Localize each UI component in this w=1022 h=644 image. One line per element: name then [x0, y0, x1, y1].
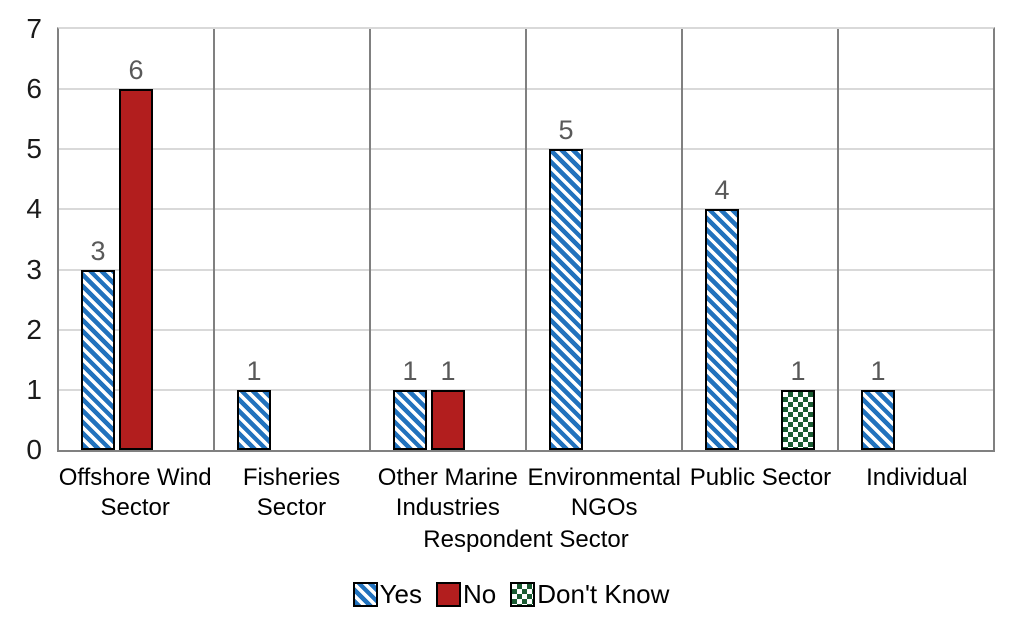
bar-slot-yes: 3 — [81, 29, 115, 450]
category-label: Fisheries Sector — [242, 464, 341, 521]
legend-swatch-no-icon — [436, 581, 461, 607]
y-tick-label: 7 — [26, 13, 42, 44]
category-label: Offshore Wind Sector — [58, 464, 212, 521]
bar-value-label: 1 — [402, 355, 418, 386]
bar-yes — [393, 389, 427, 450]
bar-value-label: 1 — [870, 355, 886, 386]
category-fisheries-sector: 1 — [215, 29, 371, 450]
category-label: Public Sector — [689, 464, 832, 491]
legend-label-no: No — [463, 579, 497, 609]
bar-yes — [861, 389, 895, 450]
legend-item-yes: Yes — [352, 579, 422, 609]
y-tick-label: 1 — [26, 373, 42, 405]
bar-no — [431, 389, 465, 450]
bar-slot-don-t-know — [937, 29, 971, 450]
bar-slot-yes: 4 — [705, 29, 739, 450]
bar-don-t-know — [781, 389, 815, 450]
bar-value-label: 4 — [714, 175, 730, 206]
legend-label-dont-know: Don't Know — [537, 579, 670, 609]
bar-yes — [705, 209, 739, 450]
legend: Yes No Don't Know — [0, 581, 1022, 607]
bar-value-label: 6 — [128, 55, 144, 86]
bar-value-label: 3 — [90, 235, 106, 266]
legend-item-dont-know: Don't Know — [510, 581, 669, 607]
y-tick-label: 0 — [26, 434, 42, 465]
y-tick-label: 2 — [26, 313, 42, 345]
bar-slot-yes: 1 — [237, 29, 271, 450]
y-tick-label: 6 — [26, 73, 42, 105]
bar-slot-no: 1 — [431, 29, 465, 450]
bar-slot-don-t-know: 1 — [781, 29, 815, 450]
bar-cluster: 5 — [549, 29, 659, 450]
bar-slot-no — [899, 29, 933, 450]
bar-cluster: 1 — [861, 29, 971, 450]
y-tick-label: 4 — [26, 193, 42, 225]
bar-value-label: 1 — [440, 355, 456, 386]
bar-value-label: 1 — [790, 355, 806, 386]
bar-slot-no — [743, 29, 777, 450]
bar-yes — [549, 149, 583, 450]
y-tick-label: 3 — [26, 253, 42, 285]
bar-slot-don-t-know — [469, 29, 503, 450]
legend-swatch-yes-icon — [352, 581, 378, 607]
category-label: Environmental NGOs — [527, 464, 681, 521]
legend-item-no: No — [436, 581, 496, 607]
bar-slot-yes: 1 — [861, 29, 895, 450]
bar-slot-no: 6 — [119, 29, 153, 450]
category-label: Other Marine Industries — [377, 464, 518, 521]
bar-slot-yes: 5 — [549, 29, 583, 450]
x-axis-title: Respondent Sector — [423, 526, 629, 553]
bar-slot-don-t-know — [625, 29, 659, 450]
legend-swatch-dont-know-icon — [510, 581, 536, 607]
x-axis-category-labels: Offshore Wind Sector Fisheries Sector Othe… — [57, 463, 995, 523]
bar-value-label: 1 — [246, 355, 262, 386]
bar-no — [119, 89, 153, 450]
bar-yes — [237, 389, 271, 450]
category-environmental-ngos: 5 — [527, 29, 683, 450]
y-tick-label: 5 — [26, 133, 42, 165]
bar-yes — [81, 269, 115, 450]
category-label: Individual — [866, 464, 968, 491]
category-individual: 1 — [839, 29, 993, 450]
bar-slot-no — [275, 29, 309, 450]
bar-slot-yes: 1 — [393, 29, 427, 450]
bar-cluster: 1 — [237, 29, 347, 450]
bar-slot-no — [587, 29, 621, 450]
bar-slot-don-t-know — [313, 29, 347, 450]
bar-slot-don-t-know — [157, 29, 191, 450]
bar-value-label: 5 — [558, 115, 574, 146]
legend-label-yes: Yes — [379, 579, 422, 609]
